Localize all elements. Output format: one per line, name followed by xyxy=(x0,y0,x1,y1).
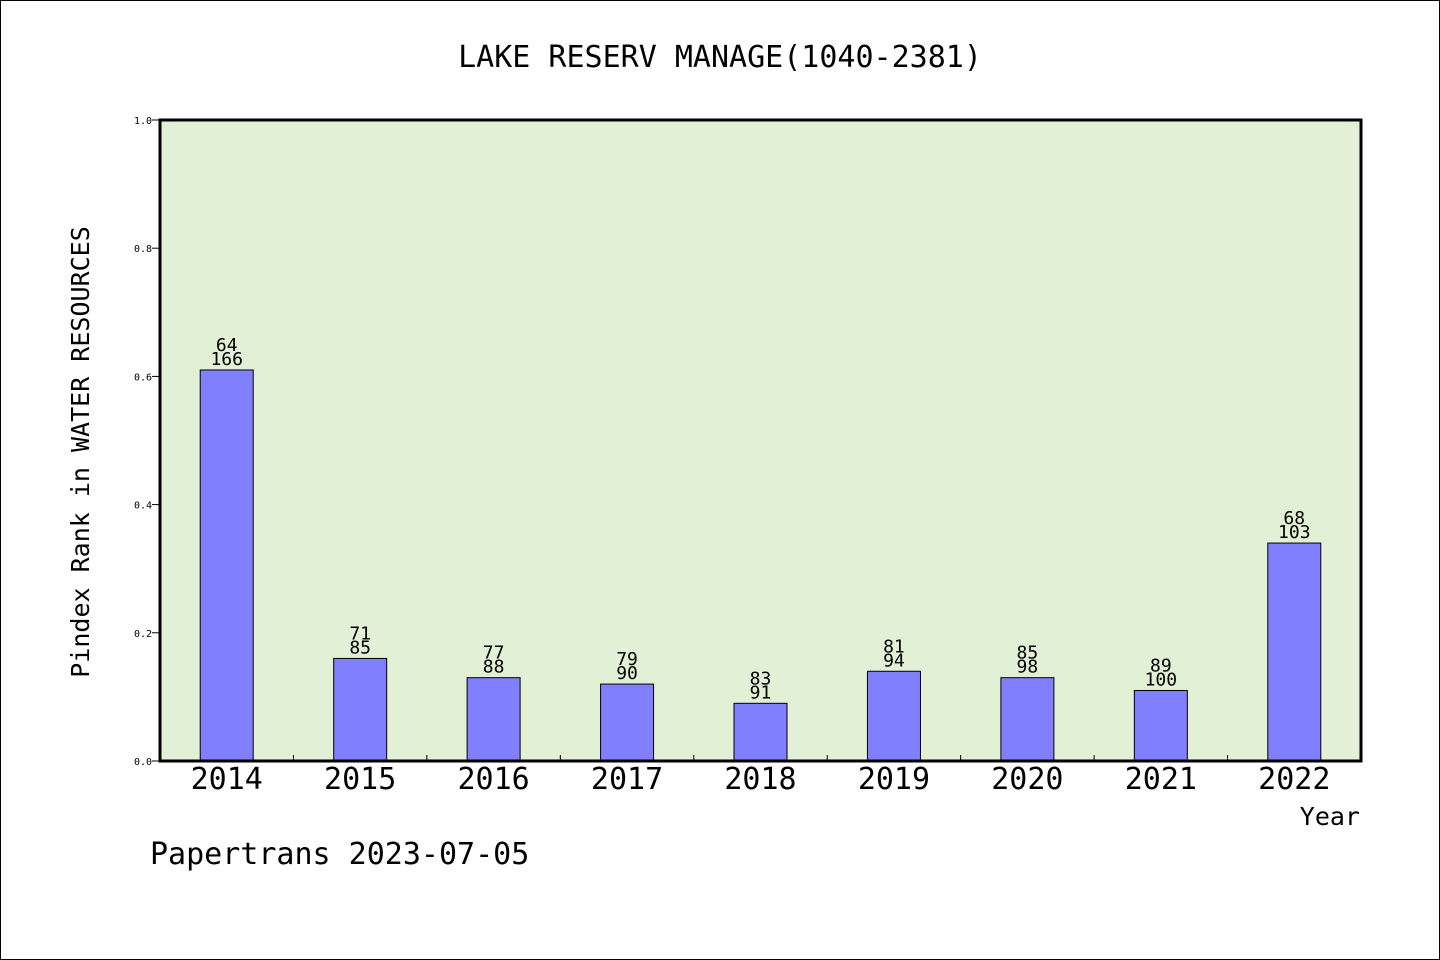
x-tick-label: 2020 xyxy=(991,762,1063,797)
bars xyxy=(199,369,1322,762)
bar-label-bottom: 98 xyxy=(1017,657,1039,678)
x-tick-label: 2019 xyxy=(858,762,930,797)
y-axis-ticks: 0.0 0.2 0.4 0.6 0.8 1.0 xyxy=(134,116,160,768)
x-axis-label: Year xyxy=(1300,802,1360,831)
x-tick-label: 2015 xyxy=(324,762,396,797)
bar-label-top: 85 xyxy=(1017,643,1039,664)
bar-2018 xyxy=(733,702,788,762)
bar-label-top: 64 xyxy=(216,335,238,356)
bar-2015 xyxy=(333,657,388,762)
bar-label-top: 81 xyxy=(883,636,905,657)
x-tick-label: 2017 xyxy=(591,762,663,797)
bar-label-top: 89 xyxy=(1150,655,1172,676)
bar-2014 xyxy=(199,369,254,762)
chart-title: LAKE RESERV MANAGE(1040-2381) xyxy=(458,40,982,75)
y-tick-label: 0.8 xyxy=(134,244,152,255)
y-tick-label: 0.6 xyxy=(134,372,152,383)
bar-label-top: 83 xyxy=(750,668,772,689)
bar-label-bottom: 88 xyxy=(483,657,505,678)
bar-label-bottom: 100 xyxy=(1145,669,1178,690)
bar-2022 xyxy=(1267,542,1322,762)
bar-label-top: 68 xyxy=(1283,508,1305,529)
y-tick-label: 0.2 xyxy=(134,629,152,640)
y-axis-label: Pindex Rank in WATER RESOURCES xyxy=(66,226,95,678)
y-tick-label: 1.0 xyxy=(134,116,152,127)
y-tick-label: 0.0 xyxy=(134,757,152,768)
plot-area xyxy=(160,120,1361,761)
bar-label-bottom: 94 xyxy=(883,650,905,671)
y-tick-label: 0.4 xyxy=(134,501,152,512)
bar-2020 xyxy=(1000,677,1055,762)
x-axis-ticks: 2014 2015 2016 2017 2018 2019 2020 2021 2022 xyxy=(191,755,1330,797)
bar-label-top: 71 xyxy=(349,623,371,644)
x-tick-label: 2018 xyxy=(724,762,796,797)
x-tick-label: 2014 xyxy=(191,762,263,797)
bar-label-bottom: 90 xyxy=(616,663,638,684)
x-tick-label: 2021 xyxy=(1125,762,1197,797)
bar-2019 xyxy=(866,670,921,762)
bar-2016 xyxy=(466,677,521,762)
bar-label-bottom: 85 xyxy=(349,637,371,658)
x-tick-label: 2022 xyxy=(1258,762,1330,797)
bar-label-top: 79 xyxy=(616,649,638,670)
bar-2021 xyxy=(1133,689,1188,762)
bar-label-bottom: 91 xyxy=(750,682,772,703)
x-tick-label: 2016 xyxy=(457,762,529,797)
bar-2017 xyxy=(600,683,655,762)
plot-border xyxy=(158,118,1363,763)
bar-label-bottom: 166 xyxy=(210,349,243,370)
bar-label-bottom: 103 xyxy=(1278,522,1311,543)
footer-text: Papertrans 2023-07-05 xyxy=(150,837,529,872)
bar-label-top: 77 xyxy=(483,643,505,664)
